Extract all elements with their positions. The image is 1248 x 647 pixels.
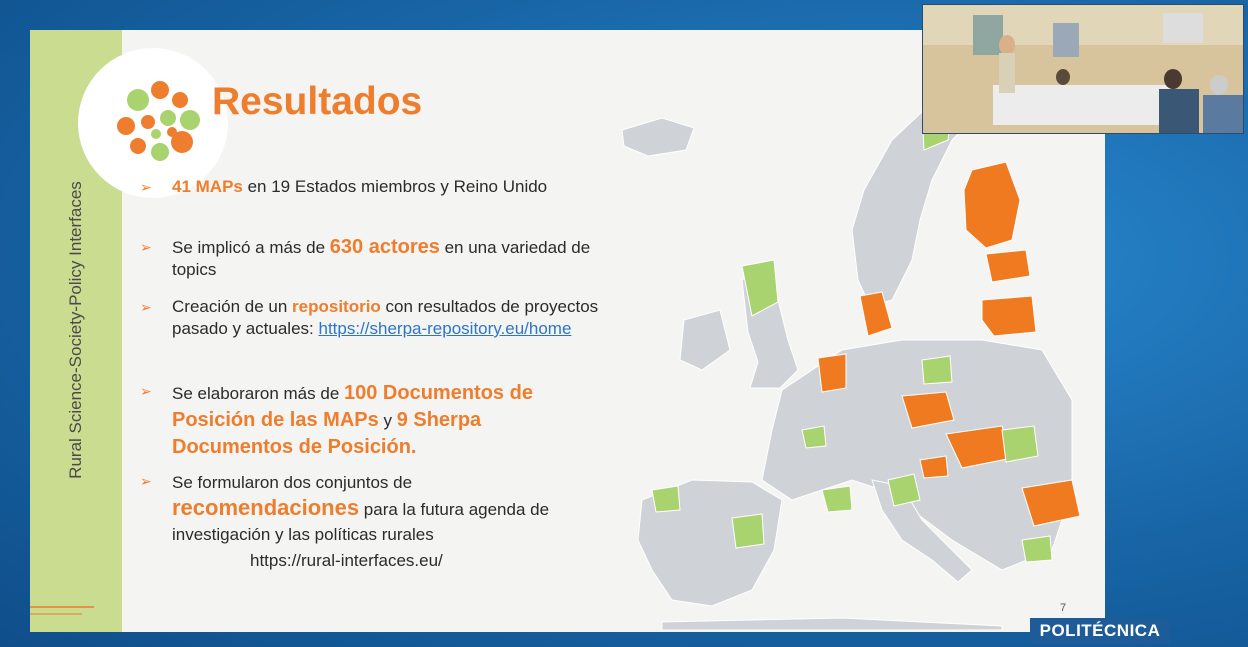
meeting-room-image <box>923 5 1243 133</box>
map-region <box>859 291 893 337</box>
bullet-text: Se implicó a más de <box>172 238 330 257</box>
highlight-text: 9 Sherpa Documentos de Posición. <box>172 409 482 458</box>
bullet-text: en 19 Estados miembros y Reino Unido <box>242 177 548 196</box>
map-region <box>919 455 949 479</box>
map-region <box>621 117 695 157</box>
bullet-text: Se elaboraron más de <box>172 384 344 403</box>
map-region <box>651 485 681 513</box>
map-region <box>981 295 1037 337</box>
bullet-text: Se formularon dos conjuntos de <box>172 473 413 492</box>
webcam-video-feed <box>922 4 1244 134</box>
highlight-text: 100 Documentos de Posición de las MAPs <box>172 382 533 431</box>
map-region <box>1021 479 1081 527</box>
highlight-text: 630 actores <box>329 236 440 258</box>
map-region <box>731 513 765 549</box>
map-region <box>921 355 953 385</box>
map-region <box>761 339 1073 571</box>
highlight-text: repositorio <box>292 297 381 316</box>
arrow-bullet-icon: ➢ <box>140 473 152 489</box>
europe-map <box>602 70 1102 630</box>
website-link[interactable]: https://rural-interfaces.eu/ <box>250 551 443 570</box>
side-decoration <box>30 606 94 615</box>
arrow-bullet-icon: ➢ <box>140 239 152 255</box>
map-region <box>817 353 847 393</box>
repository-link[interactable]: https://sherpa-repository.eu/home <box>318 319 572 338</box>
arrow-bullet-icon: ➢ <box>140 299 152 315</box>
side-label: Rural Science-Society-Policy Interfaces <box>66 181 85 479</box>
arrow-bullet-icon: ➢ <box>140 179 152 195</box>
arrow-bullet-icon: ➢ <box>140 383 152 399</box>
map-region <box>637 479 783 607</box>
map-region <box>801 425 827 449</box>
map-region <box>741 259 779 317</box>
map-region <box>821 485 853 513</box>
highlight-text: recomendaciones <box>172 495 360 520</box>
map-region <box>679 309 731 371</box>
slide-title: Resultados <box>212 80 423 123</box>
map-region <box>963 161 1021 249</box>
logo-badge <box>78 48 228 198</box>
map-region <box>901 391 955 429</box>
map-region <box>1001 425 1039 463</box>
bullet-text: y <box>378 411 397 430</box>
bullet-text: en una variedad de topics <box>172 238 591 279</box>
bullet-text: Creación de un <box>172 297 293 316</box>
map-region <box>887 473 921 507</box>
map-region <box>661 617 1003 630</box>
map-region <box>1021 535 1053 563</box>
page-number: 7 <box>1060 602 1067 614</box>
sherpa-logo-icon <box>117 81 200 161</box>
bullet-text: con resultados de proyectos pasado y act… <box>172 297 599 338</box>
bullet-text: para la futura agenda de investigación y… <box>172 500 550 544</box>
highlight-text: 41 MAPs <box>172 177 243 196</box>
politecnica-logo: POLITÉCNICA <box>1030 618 1170 644</box>
map-region <box>985 249 1031 283</box>
